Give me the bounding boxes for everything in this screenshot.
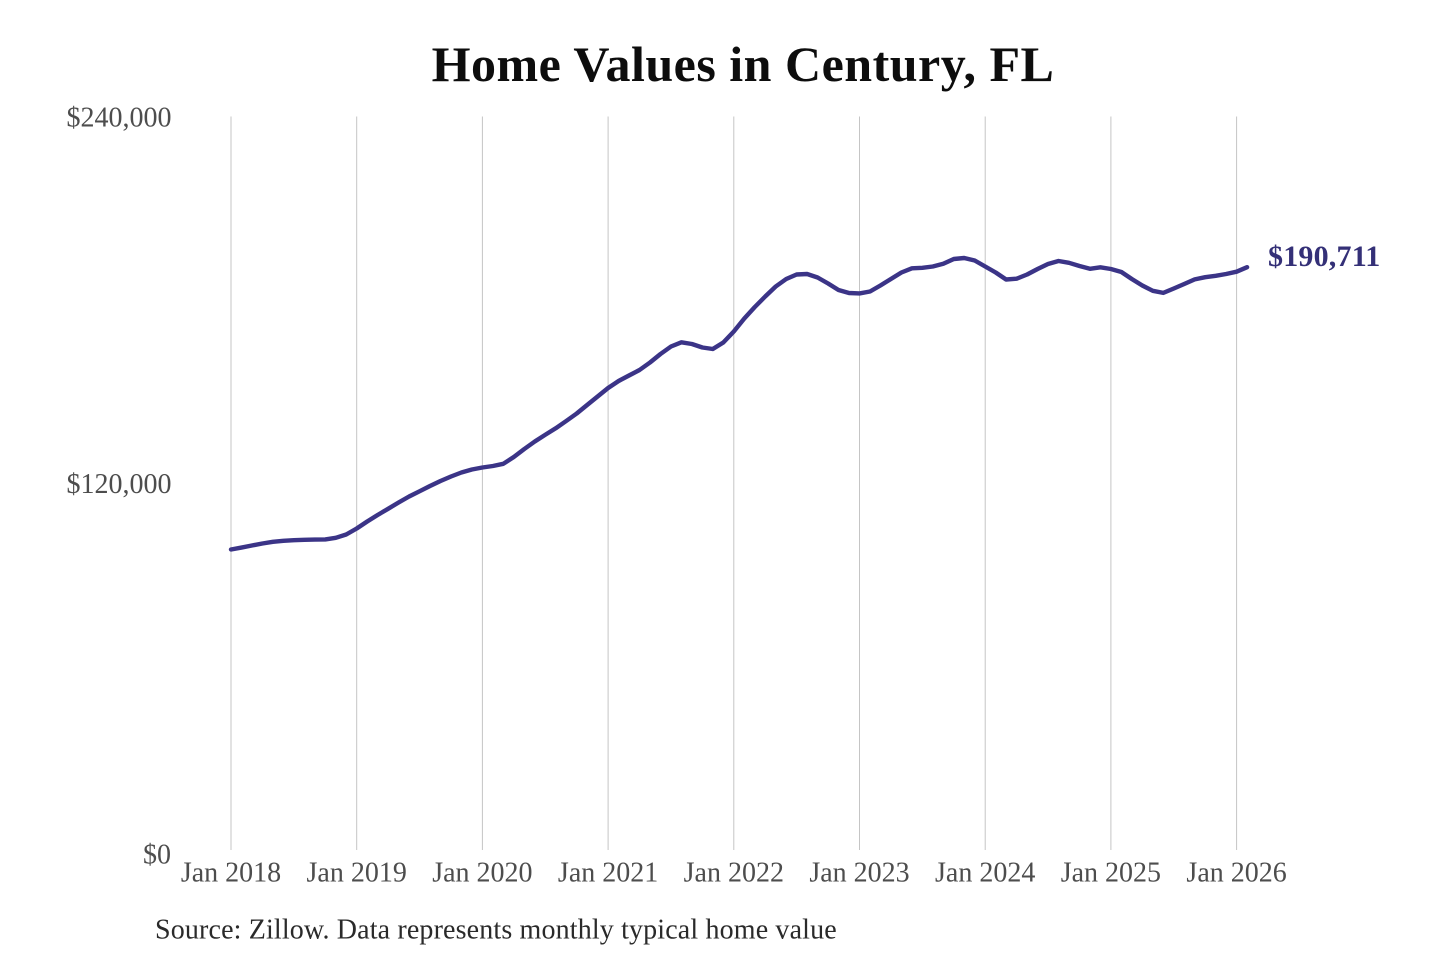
svg-text:Jan 2018: Jan 2018 [181, 858, 281, 889]
svg-text:Home Values in Century, FL: Home Values in Century, FL [432, 36, 1055, 92]
svg-text:Jan 2019: Jan 2019 [307, 858, 407, 889]
svg-text:Jan 2024: Jan 2024 [935, 858, 1035, 889]
svg-text:Source: Zillow. Data represent: Source: Zillow. Data represents monthly … [155, 915, 837, 946]
svg-text:$0: $0 [143, 840, 171, 871]
svg-text:$240,000: $240,000 [67, 103, 172, 134]
svg-text:Jan 2022: Jan 2022 [684, 858, 784, 889]
svg-text:Jan 2025: Jan 2025 [1061, 858, 1161, 889]
svg-text:$120,000: $120,000 [67, 469, 172, 500]
svg-text:$190,711: $190,711 [1268, 240, 1380, 273]
svg-text:Jan 2021: Jan 2021 [558, 858, 658, 889]
svg-text:Jan 2023: Jan 2023 [809, 858, 909, 889]
svg-text:Jan 2026: Jan 2026 [1186, 858, 1286, 889]
svg-text:Jan 2020: Jan 2020 [432, 858, 532, 889]
